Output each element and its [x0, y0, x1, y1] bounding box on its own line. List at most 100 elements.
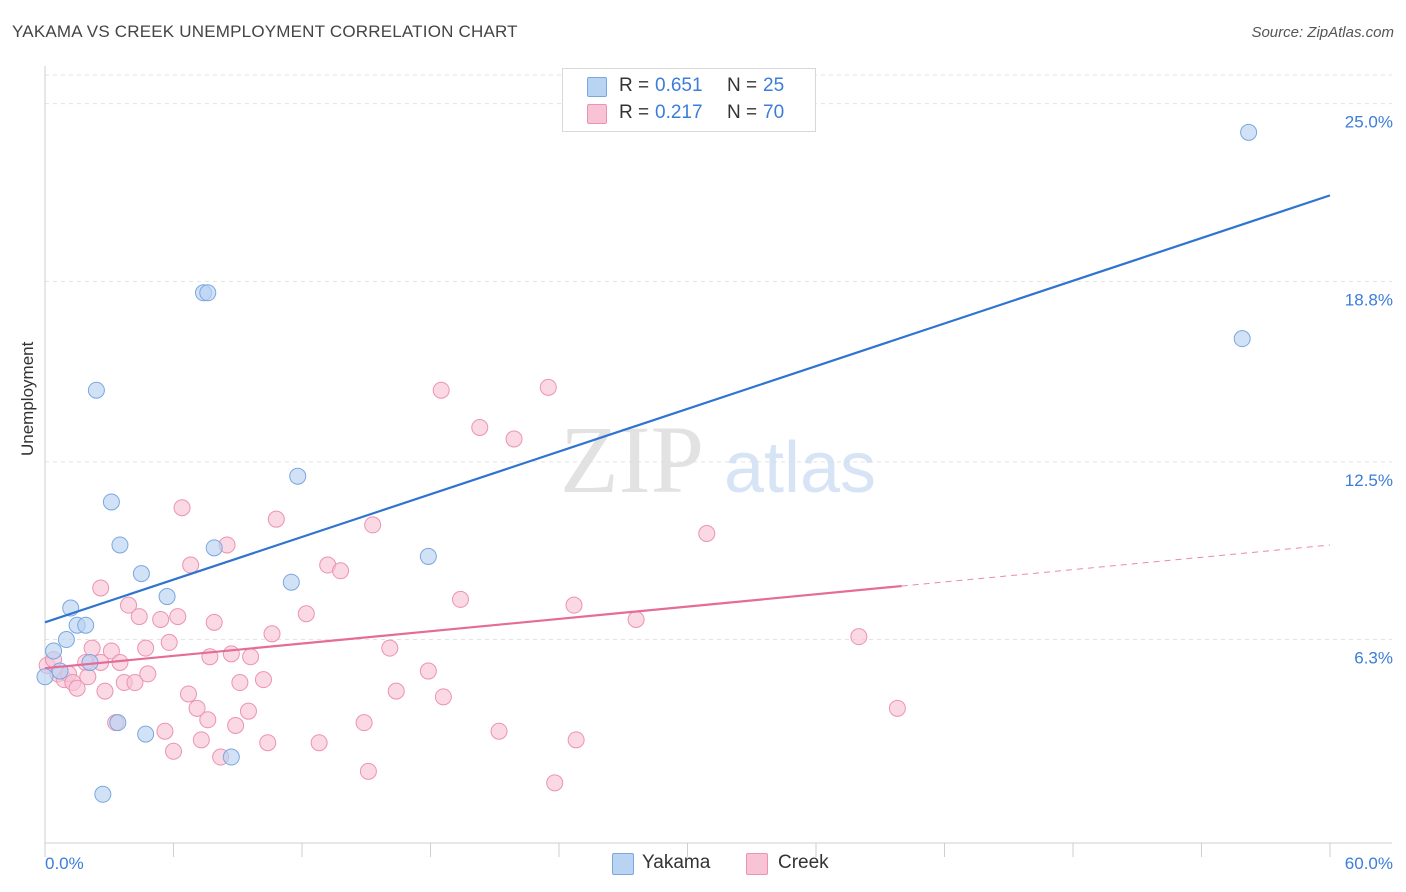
- point-creek: [359, 762, 377, 780]
- point-creek: [471, 418, 489, 436]
- point-yakama: [158, 588, 176, 606]
- point-yakama: [132, 565, 150, 583]
- point-creek: [199, 711, 217, 729]
- point-yakama: [419, 547, 437, 565]
- legend-n-label: N =: [727, 102, 758, 123]
- x-tick-label: 0.0%: [45, 854, 84, 873]
- point-yakama: [289, 467, 307, 485]
- point-creek: [259, 734, 277, 752]
- point-yakama: [109, 714, 127, 732]
- point-creek: [297, 605, 315, 623]
- point-yakama: [45, 642, 63, 660]
- point-creek: [182, 556, 200, 574]
- point-creek: [263, 625, 281, 643]
- point-creek: [96, 682, 114, 700]
- point-creek: [567, 731, 585, 749]
- tick-label-layer: 6.3% 12.5% 18.8% 25.0% 0.0% 60.0%: [45, 113, 1393, 873]
- point-creek: [92, 579, 110, 597]
- point-creek: [310, 734, 328, 752]
- trend-line-yakama: [44, 194, 1331, 624]
- point-creek: [242, 648, 260, 666]
- point-creek: [192, 731, 210, 749]
- point-yakama: [57, 631, 75, 649]
- point-creek: [83, 639, 101, 657]
- point-yakama: [111, 536, 129, 554]
- point-creek: [565, 596, 583, 614]
- legend-r-label: R =: [619, 102, 650, 123]
- points-layer: [36, 123, 1258, 803]
- point-yakama: [1240, 123, 1258, 141]
- legend-r-label: R =: [619, 75, 650, 96]
- point-creek: [364, 516, 382, 534]
- point-creek: [381, 639, 399, 657]
- x-tick-label: 60.0%: [1345, 854, 1393, 873]
- point-creek: [539, 378, 557, 396]
- watermark-zip: ZIP: [560, 406, 704, 513]
- legend-r-value-creek: 0.217: [655, 102, 703, 123]
- point-creek: [231, 674, 249, 692]
- point-yakama: [137, 725, 155, 743]
- point-creek: [179, 685, 197, 703]
- point-yakama: [36, 668, 54, 686]
- point-creek: [434, 688, 452, 706]
- legend-n-label: N =: [727, 75, 758, 96]
- point-creek: [490, 722, 508, 740]
- watermark-atlas: atlas: [724, 428, 876, 508]
- point-creek: [698, 525, 716, 543]
- y-tick-label: 6.3%: [1354, 649, 1393, 668]
- point-yakama: [102, 493, 120, 511]
- point-yakama: [77, 616, 95, 634]
- point-creek: [130, 608, 148, 626]
- point-creek: [505, 430, 523, 448]
- point-creek: [888, 699, 906, 717]
- point-creek: [355, 714, 373, 732]
- point-yakama: [1233, 330, 1251, 348]
- point-creek: [139, 665, 157, 683]
- y-tick-label: 25.0%: [1345, 113, 1393, 132]
- trend-line-dashed-creek: [901, 544, 1331, 587]
- point-yakama: [87, 381, 105, 399]
- point-creek: [419, 662, 437, 680]
- y-tick-label: 12.5%: [1345, 471, 1393, 490]
- point-creek: [222, 645, 240, 663]
- point-creek: [160, 633, 178, 651]
- point-creek: [137, 639, 155, 657]
- point-creek: [165, 742, 182, 760]
- point-yakama: [205, 539, 223, 557]
- point-creek: [120, 596, 138, 614]
- bottom-legend-label-creek: Creek: [778, 852, 829, 873]
- point-creek: [627, 610, 645, 628]
- point-creek: [850, 628, 868, 646]
- bottom-legend-swatch-yakama: [612, 853, 634, 875]
- point-creek: [152, 610, 170, 628]
- point-creek: [451, 590, 469, 608]
- point-creek: [254, 671, 272, 689]
- point-creek: [169, 608, 187, 626]
- source-label: Source: ZipAtlas.com: [1251, 24, 1394, 41]
- trend-layer: [44, 194, 1331, 670]
- point-creek: [387, 682, 405, 700]
- bottom-legend-label-yakama: Yakama: [642, 852, 711, 873]
- axis-layer: [44, 66, 1392, 857]
- legend-n-value-creek: 70: [763, 102, 785, 123]
- point-yakama: [222, 748, 240, 766]
- point-creek: [239, 702, 257, 720]
- point-creek: [188, 699, 206, 717]
- point-creek: [546, 774, 564, 792]
- legend-r-value-yakama: 0.651: [655, 75, 703, 96]
- point-creek: [267, 510, 285, 528]
- point-creek: [102, 642, 120, 660]
- y-tick-label: 18.8%: [1345, 290, 1393, 309]
- point-yakama: [199, 284, 217, 302]
- bottom-legend-swatch-creek: [746, 853, 768, 875]
- legend-swatch-yakama: [587, 77, 607, 97]
- y-axis-label: Unemployment: [18, 341, 37, 456]
- point-creek: [432, 381, 450, 399]
- point-creek: [173, 499, 191, 517]
- point-creek: [227, 717, 245, 735]
- legend-n-value-yakama: 25: [763, 75, 785, 96]
- point-creek: [68, 679, 86, 697]
- trend-line-creek: [44, 584, 902, 670]
- chart-title: YAKAMA VS CREEK UNEMPLOYMENT CORRELATION…: [12, 22, 518, 41]
